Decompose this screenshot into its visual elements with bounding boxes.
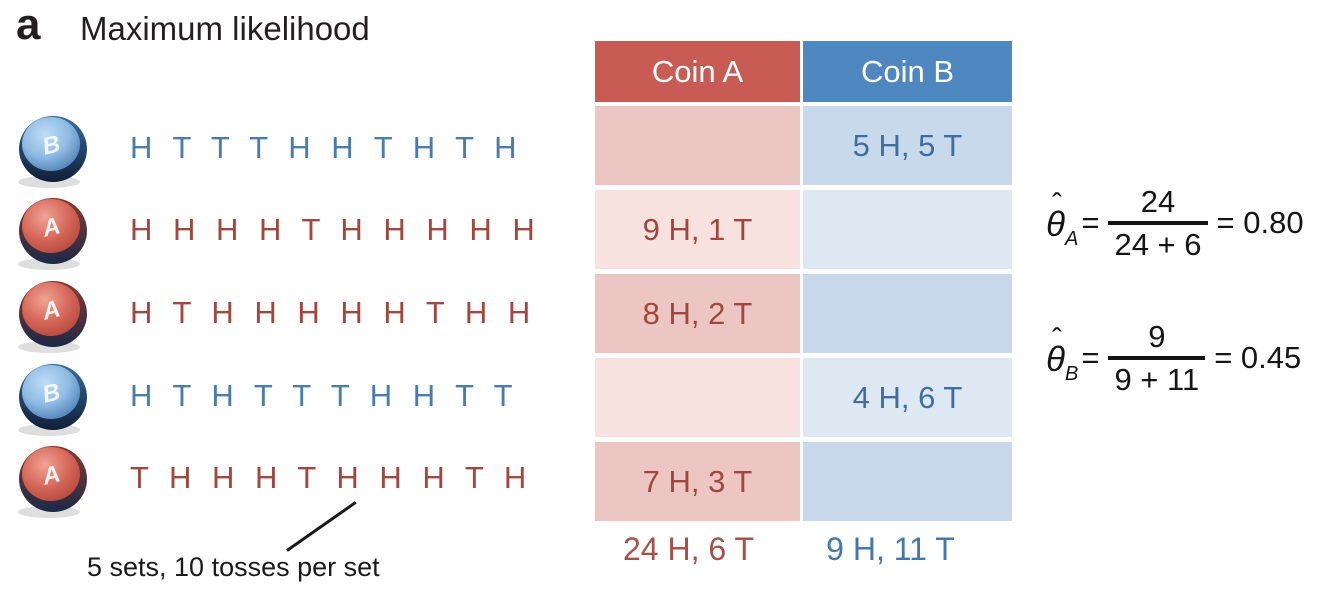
coin-b-count-cell (803, 190, 1012, 269)
numerator: 9 (1148, 319, 1166, 354)
coin-a-icon: A (18, 198, 87, 270)
denominator: 24 + 6 (1114, 227, 1202, 262)
coin-letter: B (40, 130, 63, 160)
toss-row: A H T H H H H H T H H (16, 272, 536, 354)
theta-glyph: θ (1046, 205, 1065, 244)
fraction-bar (1108, 356, 1206, 360)
coin-a-icon: A (18, 446, 87, 518)
coin-a-count-cell: 9 H, 1 T (595, 190, 800, 269)
denominator: 9 + 11 (1114, 362, 1200, 397)
toss-row: A T H H H T H H H T H (16, 437, 532, 519)
toss-sequence: H T H H H H H T H H (130, 295, 537, 330)
coin-letter: B (40, 378, 63, 408)
coin-b-count-cell: 5 H, 5 T (803, 106, 1012, 185)
toss-row: A H H H H T H H H H H (16, 189, 541, 271)
coin-a-count-cell (595, 106, 800, 185)
coin-a-icon: A (18, 281, 87, 353)
caption: 5 sets, 10 tosses per set (87, 552, 380, 582)
coin-b-count-cell: 4 H, 6 T (803, 358, 1012, 437)
coin-b-count-cell (803, 274, 1012, 353)
fraction-bar (1108, 221, 1208, 225)
theta-b-symbol: ˆ θB (1046, 323, 1079, 386)
panel-label: a (16, 0, 41, 49)
toss-row: B H T H T T T H H T T (16, 355, 519, 437)
theta-b-equation: ˆ θB = 9 9 + 11 = 0.45 (1046, 320, 1301, 396)
coin-a-count-cell (595, 358, 800, 437)
toss-sequence: T H H H T H H H T H (130, 460, 533, 495)
coin-a-count-cell: 8 H, 2 T (595, 274, 800, 353)
hat-accent: ˆ (1052, 323, 1062, 356)
coin-b-total: 9 H, 11 T (826, 531, 955, 567)
equation-result: = 0.80 (1216, 205, 1304, 240)
toss-sequence: H T T T H H T H T H (130, 130, 523, 165)
toss-sequence: H T H T T T H H T T (130, 378, 519, 413)
toss-sequence: H H H H T H H H H H (130, 212, 541, 247)
table-totals-row: 24 H, 6 T 9 H, 11 T (595, 531, 1012, 567)
coin-b-count-cell (803, 442, 1012, 521)
table-row: 4 H, 6 T (595, 358, 1012, 437)
table-row: 8 H, 2 T (595, 274, 1012, 353)
table-header-row: Coin A Coin B (595, 41, 1012, 102)
coin-a-count-cell: 7 H, 3 T (595, 442, 800, 521)
equals-sign: = (1081, 205, 1100, 240)
table-row: 7 H, 3 T (595, 442, 1012, 521)
coin-b-header: Coin B (803, 41, 1012, 102)
coin-a-header: Coin A (595, 41, 800, 102)
panel-title: Maximum likelihood (80, 10, 370, 47)
equation-result: = 0.45 (1214, 340, 1302, 375)
theta-glyph: θ (1046, 340, 1065, 379)
table-row: 9 H, 1 T (595, 190, 1012, 269)
coin-a-total: 24 H, 6 T (622, 531, 755, 567)
coin-b-icon: B (18, 364, 87, 436)
hat-accent: ˆ (1052, 188, 1062, 221)
toss-row: B H T T T H H T H T H (16, 107, 523, 189)
theta-a-equation: ˆ θA = 24 24 + 6 = 0.80 (1046, 185, 1304, 261)
coin-b-icon: B (18, 116, 87, 188)
fraction: 24 24 + 6 (1104, 185, 1211, 261)
numerator: 24 (1140, 184, 1176, 219)
theta-subscript: B (1065, 363, 1079, 385)
table-row: 5 H, 5 T (595, 106, 1012, 185)
theta-a-symbol: ˆ θA (1046, 188, 1079, 251)
fraction: 9 9 + 11 (1104, 320, 1209, 396)
equals-sign: = (1081, 340, 1100, 375)
theta-subscript: A (1065, 228, 1079, 250)
counts-table: Coin A Coin B 5 H, 5 T 9 H, 1 T 8 H, 2 T… (595, 41, 1012, 567)
